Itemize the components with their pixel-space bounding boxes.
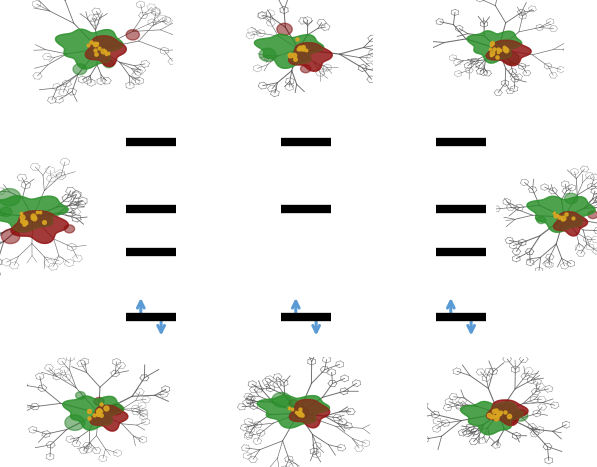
Polygon shape — [487, 400, 528, 425]
Polygon shape — [486, 40, 531, 66]
Polygon shape — [527, 196, 595, 232]
Polygon shape — [64, 225, 75, 233]
Polygon shape — [588, 211, 597, 219]
Polygon shape — [63, 396, 124, 430]
Polygon shape — [56, 29, 123, 69]
Polygon shape — [289, 42, 332, 71]
Polygon shape — [94, 397, 104, 405]
Polygon shape — [11, 211, 68, 243]
Polygon shape — [90, 405, 128, 431]
Polygon shape — [553, 212, 587, 236]
Polygon shape — [73, 64, 87, 75]
Polygon shape — [257, 396, 330, 428]
Polygon shape — [254, 35, 324, 68]
Polygon shape — [537, 217, 546, 224]
Polygon shape — [65, 415, 85, 431]
Polygon shape — [85, 36, 126, 66]
Polygon shape — [0, 196, 68, 232]
Polygon shape — [0, 196, 68, 232]
Polygon shape — [272, 392, 291, 407]
Polygon shape — [290, 399, 330, 428]
Polygon shape — [503, 414, 516, 425]
Polygon shape — [486, 40, 531, 66]
Polygon shape — [103, 59, 114, 68]
Polygon shape — [289, 400, 298, 407]
Polygon shape — [259, 48, 276, 61]
Polygon shape — [467, 31, 522, 63]
Polygon shape — [527, 196, 595, 232]
Polygon shape — [513, 410, 528, 421]
Polygon shape — [461, 402, 523, 435]
Polygon shape — [254, 35, 324, 68]
Polygon shape — [56, 29, 123, 69]
Polygon shape — [461, 402, 523, 435]
Polygon shape — [290, 399, 330, 428]
Polygon shape — [85, 36, 126, 66]
Polygon shape — [489, 50, 500, 60]
Polygon shape — [487, 400, 528, 425]
Polygon shape — [90, 405, 128, 431]
Polygon shape — [294, 406, 309, 418]
Polygon shape — [289, 42, 332, 71]
Polygon shape — [467, 31, 522, 63]
Polygon shape — [0, 189, 20, 206]
Polygon shape — [553, 212, 587, 236]
Polygon shape — [257, 396, 330, 428]
Polygon shape — [300, 65, 311, 73]
Polygon shape — [11, 211, 68, 243]
Polygon shape — [565, 193, 578, 204]
Polygon shape — [76, 392, 85, 399]
Polygon shape — [277, 23, 292, 35]
Polygon shape — [63, 396, 124, 430]
Polygon shape — [0, 207, 12, 217]
Polygon shape — [109, 404, 123, 415]
Polygon shape — [503, 52, 519, 64]
Polygon shape — [1, 229, 20, 244]
Polygon shape — [126, 29, 140, 40]
